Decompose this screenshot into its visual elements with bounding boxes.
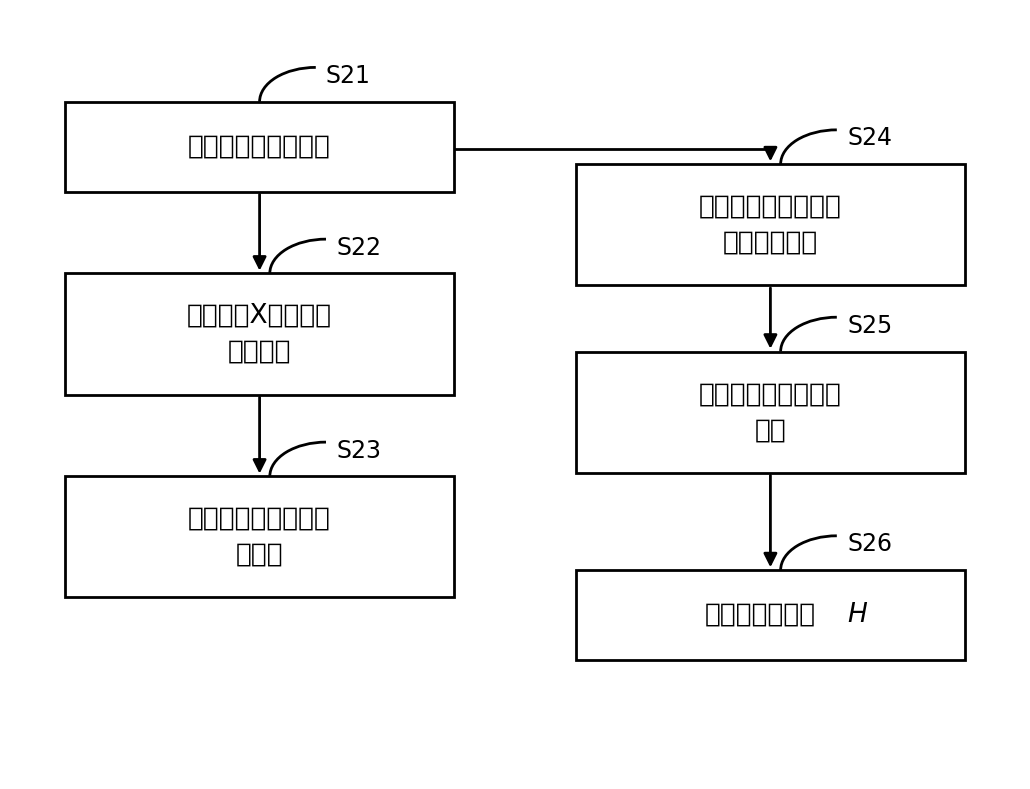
Bar — [66, 274, 453, 394]
Text: S22: S22 — [336, 236, 381, 260]
Text: S26: S26 — [847, 533, 892, 556]
Text: S24: S24 — [847, 126, 892, 151]
Bar — [66, 477, 453, 597]
Text: 摄像机标定点的畸变
校正: 摄像机标定点的畸变 校正 — [699, 381, 842, 443]
Text: H: H — [848, 602, 867, 628]
Text: 靶标图像X角点的亚
像素检测: 靶标图像X角点的亚 像素检测 — [187, 303, 332, 365]
Text: S25: S25 — [847, 314, 892, 338]
Text: S23: S23 — [336, 439, 381, 462]
Bar — [577, 352, 964, 473]
Text: 读入棋盘格靶标图像: 读入棋盘格靶标图像 — [188, 133, 331, 159]
Bar — [66, 102, 453, 192]
Text: 摄像机模型参数: 摄像机模型参数 — [705, 602, 816, 628]
Text: 基于线性模型的摄像
机标定: 基于线性模型的摄像 机标定 — [188, 506, 331, 568]
Text: 最小二乘法优化求解
径向畸变系数: 最小二乘法优化求解 径向畸变系数 — [699, 194, 842, 256]
Text: S21: S21 — [325, 64, 371, 88]
Bar — [577, 570, 964, 660]
Bar — [577, 164, 964, 285]
